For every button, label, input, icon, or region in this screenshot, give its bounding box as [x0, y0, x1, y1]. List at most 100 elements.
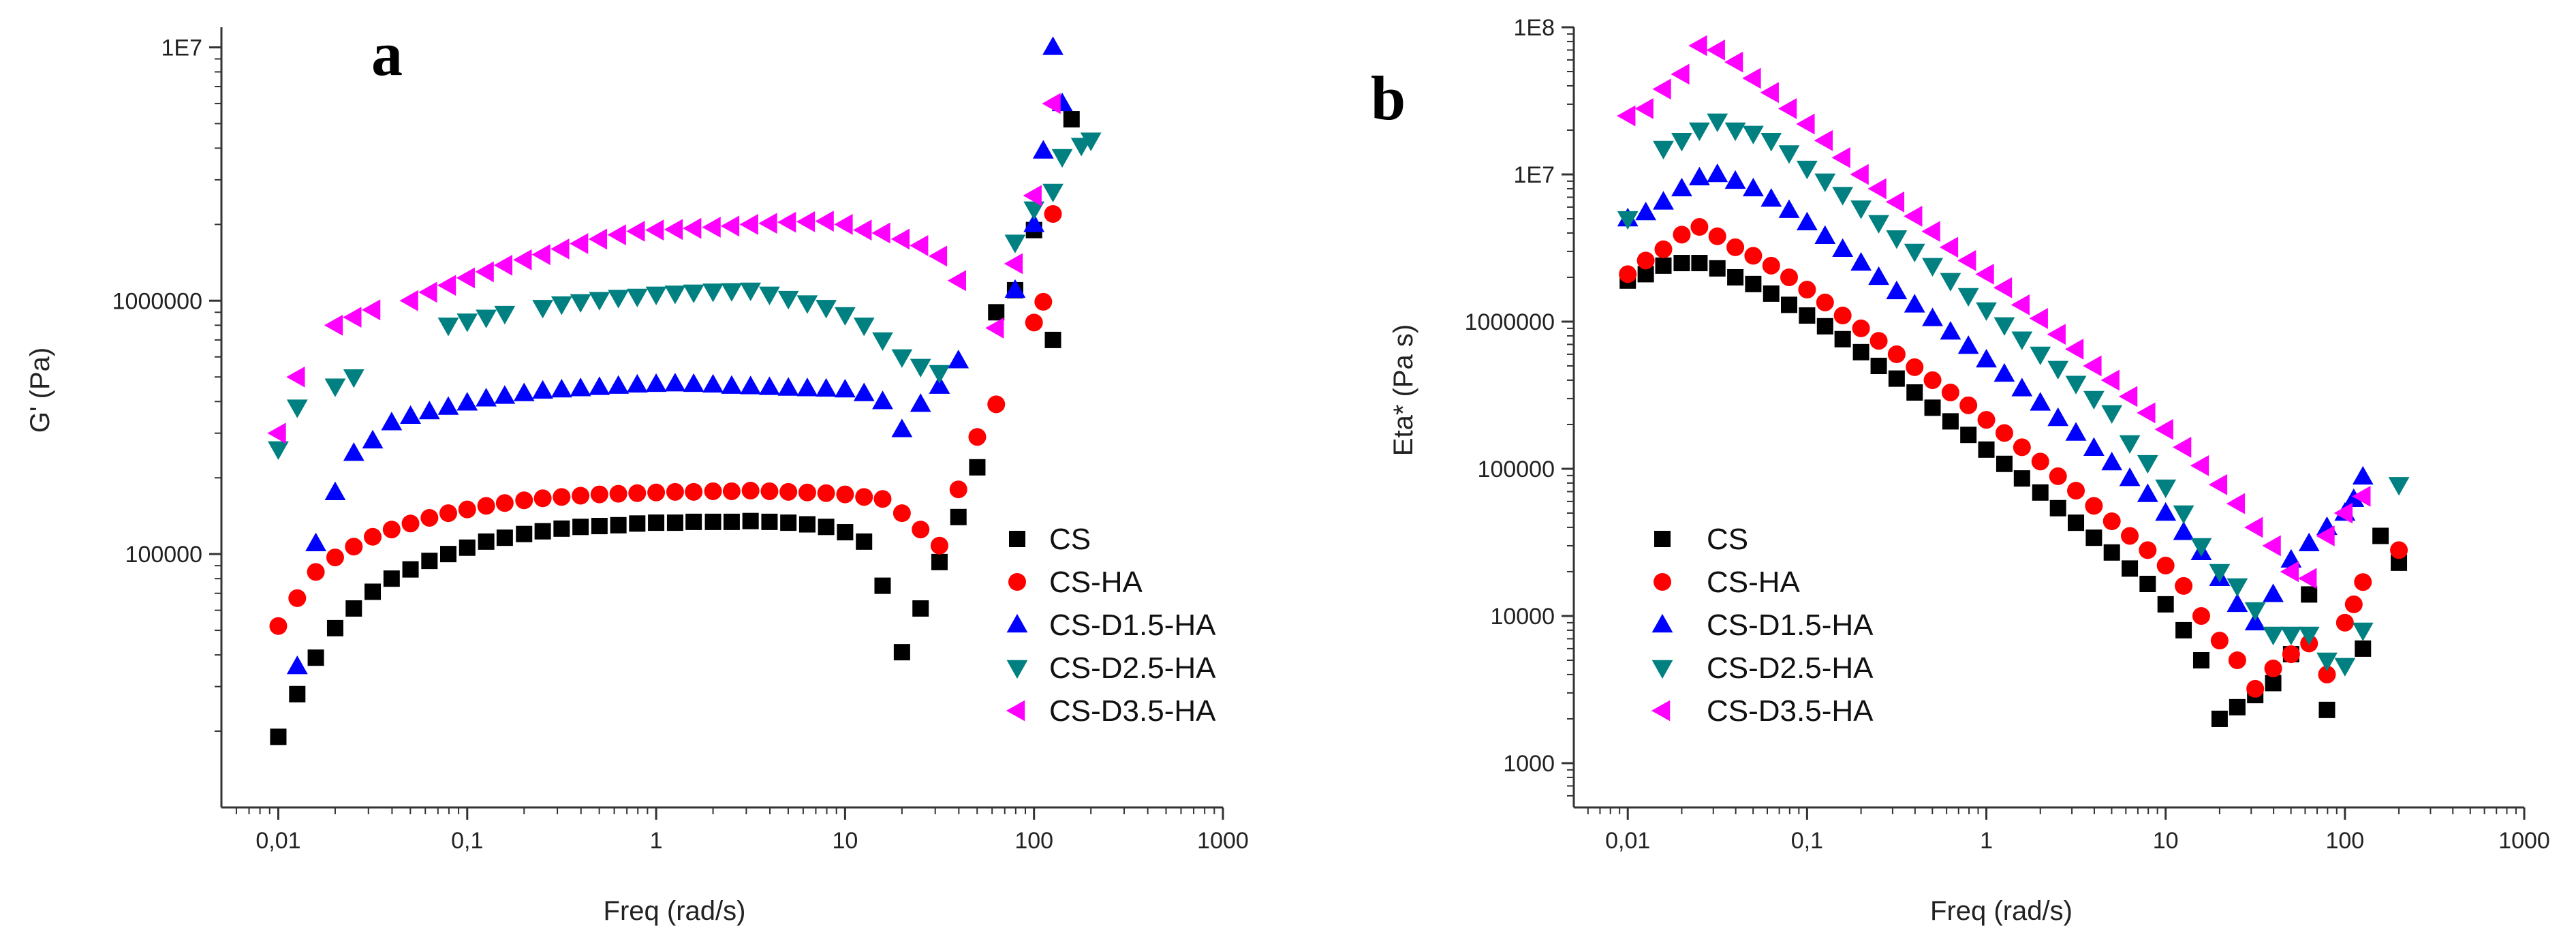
data-point — [2173, 437, 2192, 458]
legend-marker — [1006, 613, 1028, 633]
data-point — [891, 349, 913, 368]
data-point — [2011, 294, 2030, 315]
data-point — [988, 304, 1005, 321]
panel-b-data-points — [1617, 35, 2410, 727]
data-point — [1744, 247, 1763, 265]
data-point — [1023, 213, 1045, 232]
data-point — [702, 217, 721, 238]
data-point — [2118, 386, 2138, 407]
data-point — [1922, 307, 1943, 326]
data-point — [893, 644, 910, 661]
data-point — [343, 369, 364, 388]
data-point — [2334, 658, 2356, 677]
data-point — [513, 249, 532, 271]
data-point — [1834, 330, 1851, 348]
data-point — [2262, 535, 2281, 557]
legend-marker — [1006, 660, 1028, 679]
data-point — [1671, 133, 1692, 152]
data-point — [2318, 701, 2336, 718]
data-point — [1688, 122, 1710, 142]
data-point — [478, 533, 495, 550]
data-point — [2264, 659, 2282, 677]
data-point — [286, 366, 305, 388]
data-point — [1688, 166, 1710, 186]
data-point — [532, 300, 554, 319]
data-point — [531, 244, 550, 266]
series-cs-ha — [1619, 218, 2408, 698]
series-cs-d2-5-ha — [1617, 113, 2410, 677]
panel-a-x-axis-title: Freq (rad/s) — [604, 896, 746, 926]
data-point — [796, 377, 818, 397]
x-tick-label: 1 — [650, 828, 663, 854]
series-cs-ha — [269, 204, 1062, 635]
data-point — [1636, 251, 1655, 270]
data-point — [2244, 611, 2266, 631]
data-point — [2049, 467, 2067, 485]
data-point — [969, 459, 986, 476]
data-point — [1634, 98, 1654, 119]
data-point — [326, 549, 344, 567]
x-tick-label: 0,1 — [1791, 828, 1823, 854]
data-point — [628, 484, 647, 502]
data-point — [1004, 279, 1026, 298]
data-point — [1940, 273, 1961, 292]
data-point — [1957, 249, 1976, 271]
data-point — [1942, 413, 1959, 430]
panel-b-y-axis-title: Eta* (Pa s) — [1388, 324, 1418, 456]
data-point — [872, 390, 893, 410]
data-point — [553, 520, 570, 537]
data-point — [2047, 324, 2066, 345]
data-point — [1993, 362, 2015, 382]
data-point — [1886, 280, 1908, 300]
data-point — [761, 513, 778, 530]
data-point — [2047, 360, 2069, 380]
data-point — [872, 332, 893, 351]
data-point — [496, 529, 513, 546]
data-point — [589, 292, 610, 311]
data-point — [2013, 470, 2030, 487]
data-point — [1742, 67, 1761, 89]
data-point — [1724, 170, 1746, 189]
data-point — [1887, 345, 1906, 363]
data-point — [362, 429, 384, 449]
legend-marker — [1008, 573, 1026, 591]
data-point — [816, 300, 837, 319]
data-point — [610, 516, 627, 534]
data-point — [2067, 482, 2085, 500]
data-point — [2103, 544, 2120, 561]
data-point — [608, 290, 630, 309]
data-point — [289, 685, 306, 703]
data-point — [648, 514, 665, 531]
data-point — [950, 508, 967, 525]
data-point — [267, 422, 286, 444]
data-point — [1617, 211, 1639, 230]
data-point — [550, 296, 572, 315]
data-point — [458, 500, 476, 519]
data-point — [1023, 201, 1045, 220]
data-point — [494, 305, 516, 325]
data-point — [513, 382, 535, 401]
data-point — [1904, 205, 1923, 227]
data-point — [741, 482, 760, 500]
data-point — [286, 399, 308, 418]
data-point — [2192, 652, 2209, 669]
data-point — [1707, 113, 1728, 132]
data-point — [307, 563, 325, 581]
data-point — [2119, 435, 2141, 454]
data-point — [1778, 145, 1800, 164]
data-point — [1032, 140, 1054, 159]
data-point — [1816, 318, 1833, 335]
data-point — [871, 222, 890, 244]
data-point — [2263, 583, 2284, 602]
y-tick-label: 100000 — [1478, 457, 1555, 482]
data-point — [607, 224, 626, 245]
data-point — [1051, 149, 1073, 168]
panel-a-data-points — [267, 36, 1102, 745]
data-point — [2344, 595, 2363, 613]
data-point — [949, 480, 967, 499]
data-point — [1780, 268, 1799, 286]
data-point — [2352, 465, 2374, 485]
data-point — [324, 481, 346, 500]
data-point — [931, 553, 948, 570]
